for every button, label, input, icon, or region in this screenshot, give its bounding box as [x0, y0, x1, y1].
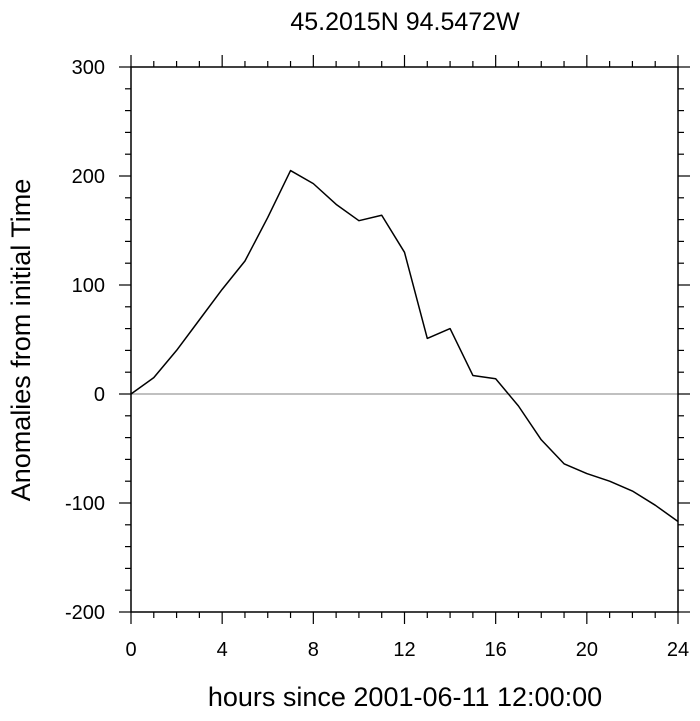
y-tick-label: 300 — [72, 57, 105, 79]
x-tick-label: 0 — [125, 639, 136, 661]
chart-title: 45.2015N 94.5472W — [290, 8, 520, 36]
plot-frame-layer — [130, 66, 679, 613]
x-tick-label: 12 — [393, 639, 415, 661]
x-tick-label: 16 — [485, 639, 507, 661]
series-line-0 — [130, 169, 679, 523]
y-axis-title: Anomalies from initial Time — [6, 179, 36, 502]
y-tick-label: -100 — [65, 493, 105, 515]
y-tick-label: 200 — [72, 166, 105, 188]
x-tick-label: 8 — [308, 639, 319, 661]
x-tick-label: 20 — [576, 639, 598, 661]
plot-frame — [130, 66, 679, 613]
tick-marks-layer — [119, 55, 690, 624]
x-axis-title: hours since 2001-06-11 12:00:00 — [208, 682, 602, 712]
x-tick-label: 4 — [217, 639, 228, 661]
y-tick-label: -200 — [65, 602, 105, 624]
y-tick-label: 0 — [94, 384, 105, 406]
tick-labels-layer: 0 4 8 12 16 20 24 -200 -100 0 100 200 300 — [65, 57, 689, 661]
y-tick-label: 100 — [72, 275, 105, 297]
series-layer — [130, 169, 679, 523]
x-tick-label: 24 — [667, 639, 689, 661]
